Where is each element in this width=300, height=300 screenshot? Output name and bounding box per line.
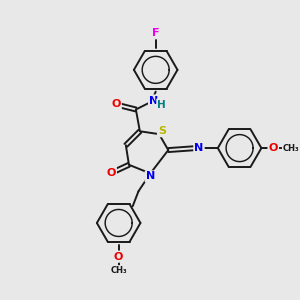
Text: O: O: [106, 168, 116, 178]
Text: CH₃: CH₃: [110, 266, 127, 275]
Text: O: O: [268, 143, 278, 153]
Text: CH₃: CH₃: [283, 144, 299, 153]
Text: O: O: [111, 98, 121, 109]
Text: H: H: [157, 100, 166, 110]
Text: N: N: [149, 96, 158, 106]
Text: N: N: [146, 171, 155, 182]
Text: S: S: [158, 126, 166, 136]
Text: F: F: [152, 28, 159, 38]
Text: O: O: [114, 252, 123, 262]
Text: N: N: [194, 143, 204, 153]
